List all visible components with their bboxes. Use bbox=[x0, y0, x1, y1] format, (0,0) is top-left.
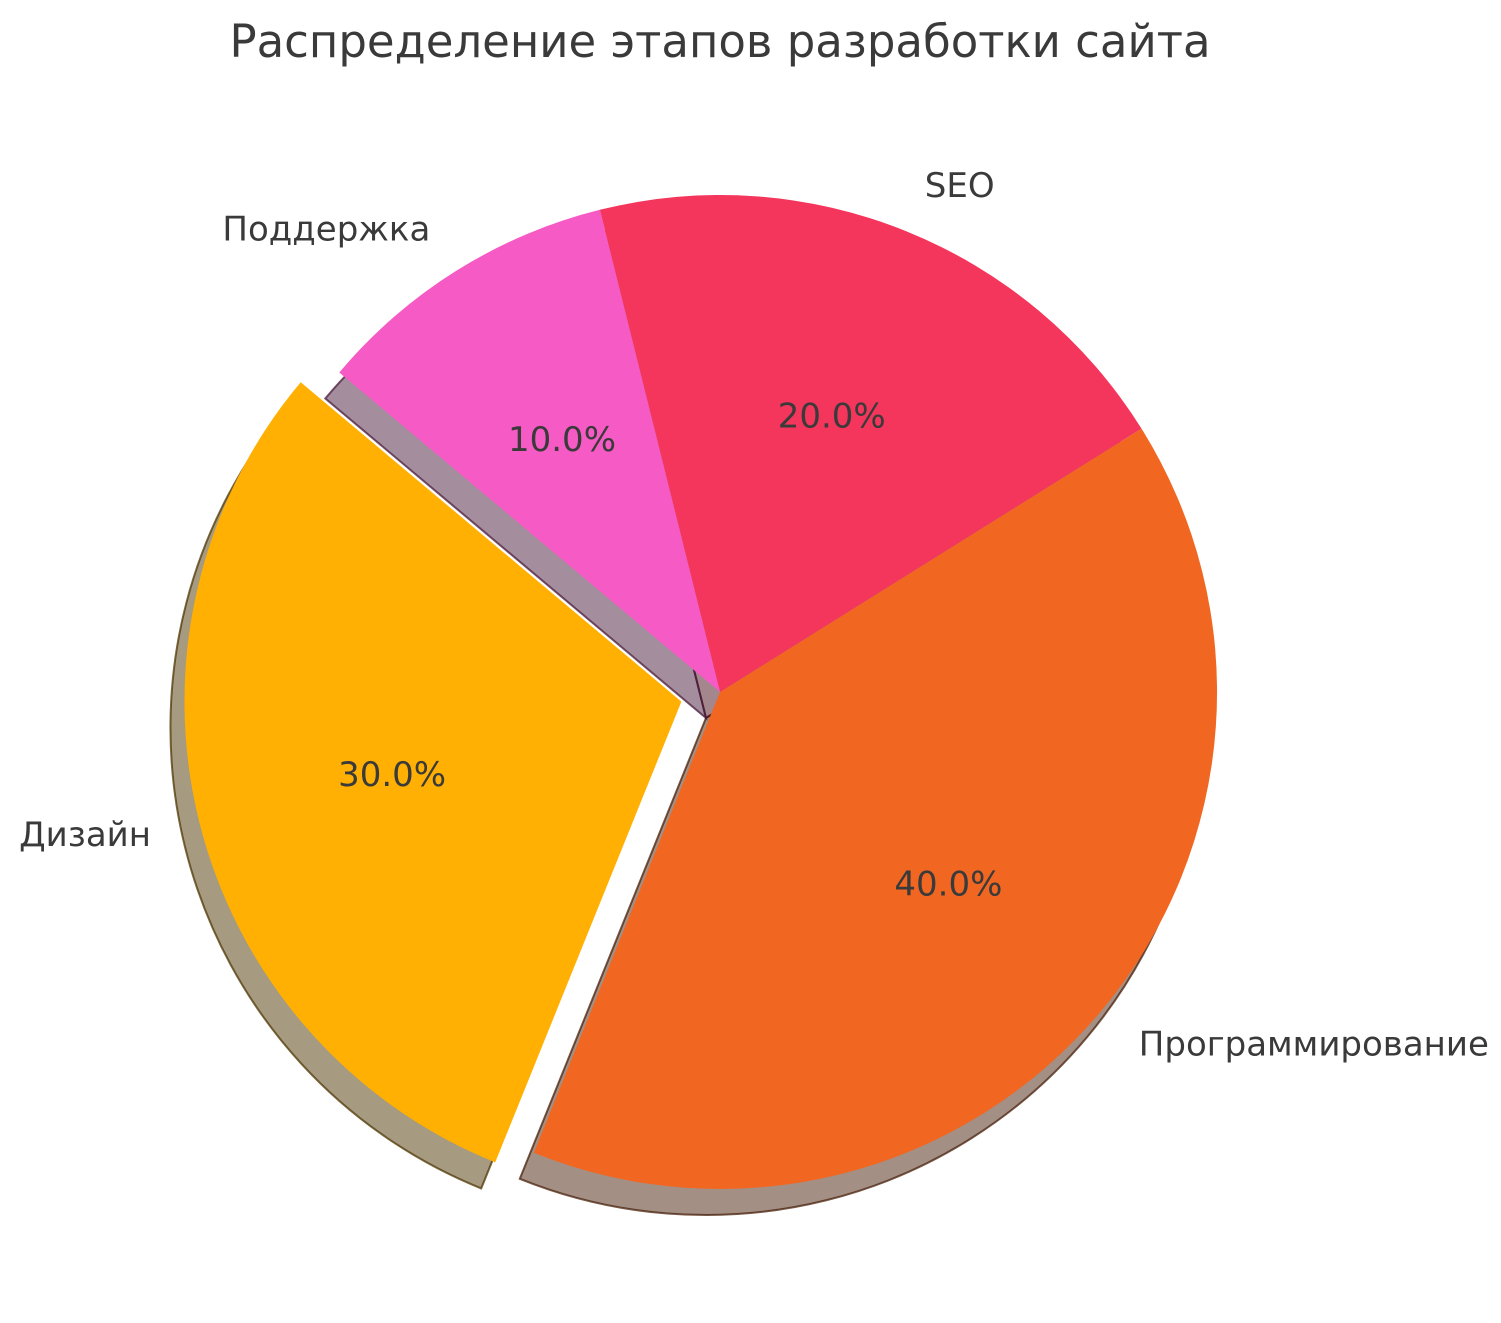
percent-label-0: 30.0% bbox=[338, 755, 446, 795]
slice-label-0: Дизайн bbox=[19, 815, 151, 855]
chart-title: Распределение этапов разработки сайта bbox=[229, 15, 1210, 68]
pie-slice-3 bbox=[339, 209, 720, 693]
slice-label-1: Программирование bbox=[1139, 1024, 1489, 1064]
percent-label-2: 20.0% bbox=[778, 397, 886, 437]
percent-label-1: 40.0% bbox=[894, 865, 1002, 905]
wedge-layer bbox=[184, 195, 1218, 1190]
pie-slice-0 bbox=[184, 382, 682, 1163]
percent-label-3: 10.0% bbox=[508, 420, 616, 460]
slice-label-3: Поддержка bbox=[222, 209, 430, 249]
slice-label-2: SEO bbox=[925, 166, 995, 206]
pie-slice-1 bbox=[533, 428, 1218, 1190]
label-layer: Дизайн 30.0% Программирование 40.0% SEO 20.0%… bbox=[19, 166, 1489, 1064]
pie-slice-2 bbox=[599, 195, 1142, 692]
